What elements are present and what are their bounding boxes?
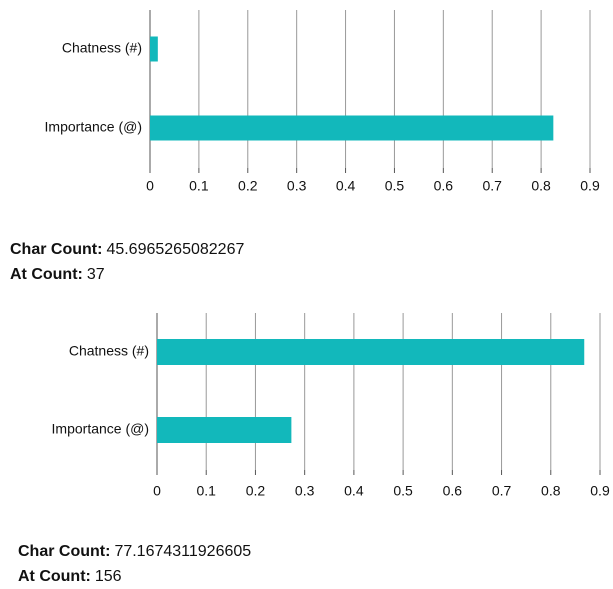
- x-tick-label: 0.6: [434, 178, 454, 194]
- x-tick-label: 0.2: [246, 483, 266, 499]
- y-tick-label: Chatness (#): [69, 343, 149, 359]
- x-tick-label: 0.4: [336, 178, 356, 194]
- x-tick-label: 0.4: [344, 483, 364, 499]
- bar: [150, 36, 158, 62]
- x-tick-label: 0.3: [287, 178, 307, 194]
- y-tick-label: Importance (@): [45, 119, 142, 135]
- x-tick-label: 0.2: [238, 178, 258, 194]
- x-tick-label: 0.8: [541, 483, 561, 499]
- x-tick-label: 0.5: [393, 483, 413, 499]
- x-tick-label: 0.3: [295, 483, 315, 499]
- x-tick-label: 0.9: [580, 178, 600, 194]
- stat-value: 156: [95, 568, 122, 585]
- stat-label: At Count:: [10, 266, 83, 283]
- stat-value: 77.1674311926605: [114, 543, 251, 560]
- bar: [157, 339, 585, 365]
- y-tick-label: Chatness (#): [62, 40, 142, 56]
- stat-value: 45.6965265082267: [106, 241, 244, 258]
- x-tick-label: 0.1: [196, 483, 216, 499]
- stat-line: Char Count: 77.1674311926605: [18, 543, 251, 560]
- stat-line: At Count: 37: [10, 266, 105, 283]
- x-tick-label: 0.5: [385, 178, 405, 194]
- stat-label: Char Count:: [10, 241, 102, 258]
- x-tick-label: 0.7: [482, 178, 502, 194]
- stat-value: 37: [87, 266, 105, 283]
- stat-label: Char Count:: [18, 543, 110, 560]
- x-tick-label: 0.9: [590, 483, 610, 499]
- bar: [150, 115, 554, 141]
- y-tick-label: Importance (@): [52, 421, 149, 437]
- x-tick-label: 0.7: [492, 483, 512, 499]
- x-tick-label: 0: [146, 178, 154, 194]
- bar: [157, 417, 292, 443]
- stat-line: At Count: 156: [18, 568, 122, 585]
- x-tick-label: 0.8: [531, 178, 551, 194]
- x-tick-label: 0.1: [189, 178, 209, 194]
- stat-line: Char Count: 45.6965265082267: [10, 241, 244, 258]
- stat-label: At Count:: [18, 568, 91, 585]
- x-tick-label: 0.6: [443, 483, 463, 499]
- x-tick-label: 0: [153, 483, 161, 499]
